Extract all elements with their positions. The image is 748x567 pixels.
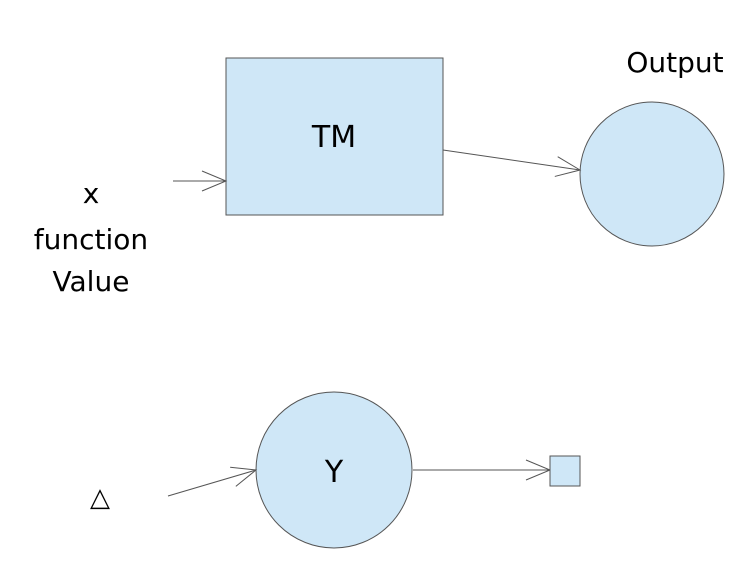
input-label-x: x <box>83 177 100 210</box>
y-node-label: Y <box>324 455 344 490</box>
output-node[interactable] <box>579 101 725 247</box>
tm-box-label: TM <box>311 120 356 155</box>
tm-box[interactable] <box>225 57 444 216</box>
output-label: Output <box>626 46 723 79</box>
input-label-value: Value <box>53 265 130 298</box>
delta-symbol: △ <box>90 483 110 513</box>
input-label-function: function <box>34 223 148 256</box>
arrow-delta-to-y <box>167 466 258 497</box>
output-square[interactable] <box>549 455 581 487</box>
arrow-tm-to-output <box>442 149 582 177</box>
